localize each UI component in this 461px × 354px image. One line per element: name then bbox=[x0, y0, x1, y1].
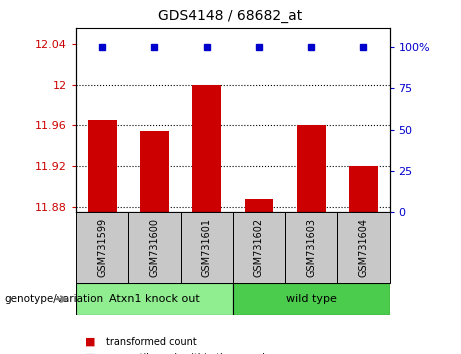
Text: transformed count: transformed count bbox=[106, 337, 197, 347]
Bar bbox=[76, 283, 233, 315]
Bar bbox=[285, 212, 337, 283]
Bar bbox=[140, 131, 169, 212]
Bar bbox=[181, 212, 233, 283]
Bar bbox=[337, 212, 390, 283]
Bar bbox=[244, 199, 273, 212]
Text: wild type: wild type bbox=[286, 294, 337, 304]
Text: percentile rank within the sample: percentile rank within the sample bbox=[106, 353, 271, 354]
Bar bbox=[233, 212, 285, 283]
Text: ■: ■ bbox=[85, 337, 96, 347]
Bar bbox=[233, 283, 390, 315]
Bar bbox=[349, 166, 378, 212]
Bar bbox=[192, 85, 221, 212]
Text: genotype/variation: genotype/variation bbox=[5, 294, 104, 304]
Text: GSM731603: GSM731603 bbox=[306, 218, 316, 277]
Text: GSM731599: GSM731599 bbox=[97, 218, 107, 277]
Bar bbox=[128, 212, 181, 283]
Text: GSM731602: GSM731602 bbox=[254, 218, 264, 277]
Text: GSM731600: GSM731600 bbox=[149, 218, 160, 277]
Bar bbox=[297, 125, 325, 212]
Bar bbox=[88, 120, 117, 212]
Text: GDS4148 / 68682_at: GDS4148 / 68682_at bbox=[159, 9, 302, 23]
Text: GSM731604: GSM731604 bbox=[358, 218, 368, 277]
Text: ■: ■ bbox=[85, 353, 96, 354]
Text: Atxn1 knock out: Atxn1 knock out bbox=[109, 294, 200, 304]
Text: GSM731601: GSM731601 bbox=[201, 218, 212, 277]
Bar bbox=[76, 212, 128, 283]
